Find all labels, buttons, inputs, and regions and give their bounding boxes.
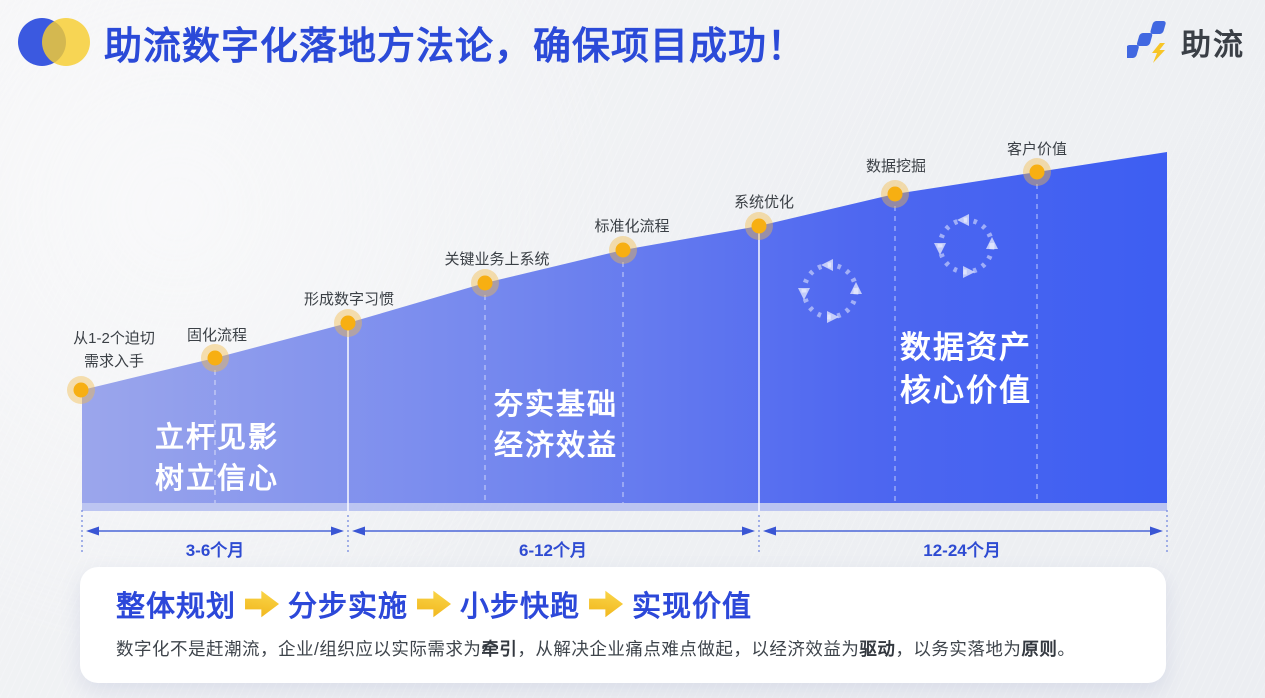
milestone-dot <box>881 180 909 208</box>
phase-2-line-2: 经济效益 <box>493 429 619 462</box>
step-label: 整体规划 <box>116 591 237 623</box>
milestone-dots <box>67 158 1051 404</box>
phase-2-line-1: 夯实基础 <box>493 389 619 421</box>
milestone-label: 数据挖掘 <box>865 158 927 175</box>
summary-card: 整体规划 分步实施 小步快跑 实现价值 数字化不是赶潮流，企业/组织应以实际需求… <box>80 567 1166 683</box>
step-arrow-icon <box>589 590 624 618</box>
milestone-dot <box>745 212 773 240</box>
milestone-dividers-dashed <box>214 174 1038 503</box>
steps-row: 整体规划 分步实施 小步快跑 实现价值 <box>80 567 1166 625</box>
milestone-label: 客户价值 <box>1006 141 1068 158</box>
duration-label-1: 3-6个月 <box>185 541 245 560</box>
milestone-dot <box>334 309 362 337</box>
phase-boundaries-solid <box>347 227 760 511</box>
milestone-dot <box>609 236 637 264</box>
milestone-label: 形成数字习惯 <box>303 291 395 308</box>
step-label: 实现价值 <box>632 591 753 623</box>
milestone-label: 标准化流程 <box>594 218 670 235</box>
milestone-label: 固化流程 <box>186 327 248 344</box>
milestone-dot <box>1023 158 1051 186</box>
milestone-dot <box>471 269 499 297</box>
ramp-base-strip <box>82 503 1167 511</box>
logo-yellow-circle <box>42 18 90 66</box>
duration-label-2: 6-12个月 <box>518 541 588 560</box>
timeline-ticks <box>81 510 1168 553</box>
phase-3-line-1: 数据资产 <box>900 330 1032 365</box>
phase-1-line-2: 树立信心 <box>154 462 280 495</box>
timeline-arrows <box>86 526 1163 536</box>
brand-logo: 助流 <box>1127 19 1245 65</box>
brand-name: 助流 <box>1181 29 1245 62</box>
milestone-dot <box>67 376 95 404</box>
growth-ramp-diagram <box>67 152 1168 553</box>
phase-3-line-2: 核心价值 <box>900 373 1032 409</box>
milestone-label: 系统优化 <box>733 194 795 211</box>
principle-note: 数字化不是赶潮流，企业/组织应以实际需求为牵引，从解决企业痛点难点做起，以经济效… <box>116 639 1076 659</box>
step-label: 分步实施 <box>288 591 409 623</box>
step-arrow-icon <box>245 590 280 618</box>
duration-label-3: 12-24个月 <box>923 541 1001 560</box>
step-arrow-icon <box>417 590 452 618</box>
milestone-label: 从1-2个迫切需求入手 <box>73 330 155 370</box>
step-label: 小步快跑 <box>460 591 581 623</box>
milestone-label: 关键业务上系统 <box>444 251 550 268</box>
page-title: 助流数字化落地方法论，确保项目成功！ <box>104 25 807 68</box>
phase-1-line-1: 立杆见影 <box>154 422 280 454</box>
milestone-dot <box>201 344 229 372</box>
ramp-shape <box>82 152 1167 503</box>
phase-label-2: 夯实基础 经济效益 <box>494 385 618 466</box>
brand-lightning-icon <box>1127 21 1166 63</box>
header: 助流数字化落地方法论，确保项目成功！ 助流 <box>14 12 1245 72</box>
phase-label-3: 数据资产 核心价值 <box>900 326 1032 413</box>
phase-label-1: 立杆见影 树立信心 <box>155 418 279 499</box>
overlap-circles-logo-icon <box>14 14 90 70</box>
